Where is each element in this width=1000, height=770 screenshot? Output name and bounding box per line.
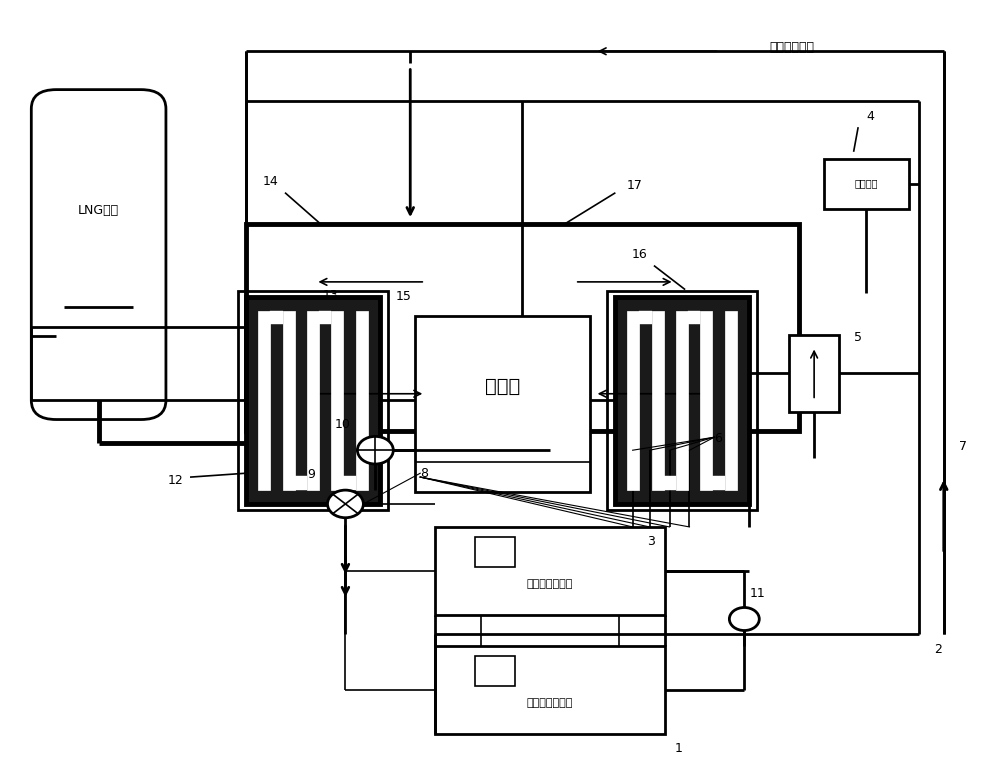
Bar [319,310,331,324]
Text: 液燃流动方向: 液燃流动方向 [769,41,814,54]
Bar [475,537,515,567]
Text: 2: 2 [934,643,942,656]
Circle shape [327,490,363,517]
Text: 液冷动力电池包: 液冷动力电池包 [527,698,573,708]
Text: 17: 17 [627,179,643,192]
Text: 发动机: 发动机 [485,377,520,396]
Text: 5: 5 [854,331,862,344]
Circle shape [729,608,759,631]
Bar [307,310,319,490]
Bar [246,296,380,504]
Bar [712,477,725,490]
Bar [652,310,664,490]
Text: 13: 13 [323,290,338,302]
FancyBboxPatch shape [31,89,166,420]
Text: 1: 1 [675,742,682,755]
Bar [415,316,590,492]
Bar [664,477,676,490]
Bar [356,310,368,490]
Bar [475,656,515,685]
Text: 12: 12 [168,474,184,487]
Bar [615,296,749,504]
Text: 液冷动力电池包: 液冷动力电池包 [527,579,573,589]
Bar [238,290,388,510]
Bar [435,527,665,615]
Circle shape [357,437,393,464]
Text: 16: 16 [632,248,647,261]
Bar [246,224,799,431]
Text: 膨胀水箱: 膨胀水箱 [855,179,878,189]
Text: 9: 9 [308,468,316,481]
Bar [688,310,700,324]
Text: LNG气罐: LNG气罐 [78,204,119,217]
Text: 3: 3 [647,534,655,547]
Bar [824,159,909,209]
Bar [700,310,712,490]
Text: 11: 11 [749,587,765,600]
Text: 8: 8 [420,467,428,480]
Bar [627,310,639,490]
Text: 10: 10 [335,418,350,431]
Bar [725,310,737,490]
Bar [331,310,343,490]
Bar [295,477,307,490]
Bar [258,310,270,490]
Text: 7: 7 [959,440,967,453]
Bar [283,310,295,490]
Bar [676,310,688,490]
Text: 4: 4 [867,110,875,123]
Text: 15: 15 [395,290,411,303]
Text: 14: 14 [263,176,279,188]
Text: 6: 6 [714,432,722,445]
Bar [789,335,839,412]
Bar [270,310,283,324]
Bar [435,646,665,734]
Bar [607,290,757,510]
Bar [343,477,356,490]
Bar [639,310,652,324]
